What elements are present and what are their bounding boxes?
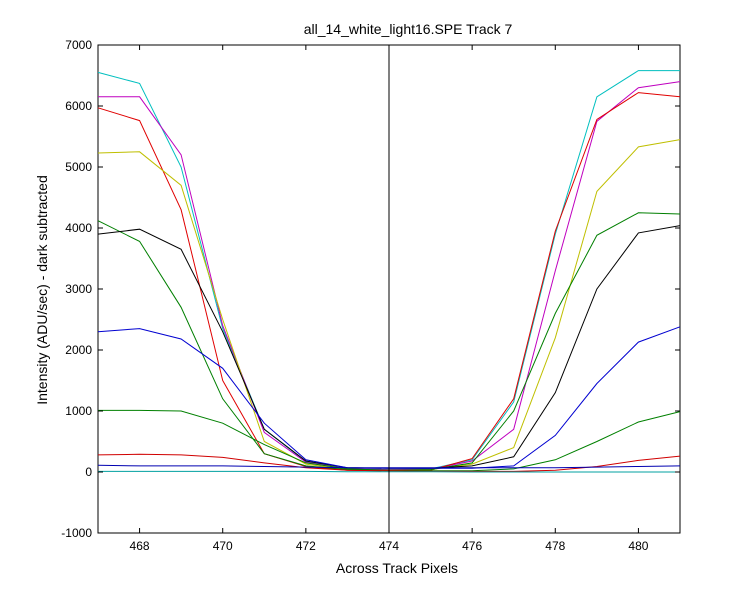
x-tick-label: 468 [130,539,150,553]
x-tick-label: 470 [213,539,233,553]
y-tick-label: 3000 [65,282,92,296]
x-tick-label: 478 [545,539,565,553]
y-tick-label: 1000 [65,404,92,418]
y-tick-label: 7000 [65,38,92,52]
x-tick-label: 480 [628,539,648,553]
y-tick-label: 6000 [65,99,92,113]
x-tick-label: 476 [462,539,482,553]
chart-title: all_14_white_light16.SPE Track 7 [304,21,513,37]
y-tick-label: 0 [85,465,92,479]
x-tick-label: 474 [379,539,399,553]
y-tick-label: 5000 [65,160,92,174]
plot-area: -1000 0 1000 2000 3000 4000 5000 6000 7000 468 470… [61,38,681,553]
y-axis-label: Intensity (ADU/sec) - dark subtracted [34,175,50,405]
x-axis-label: Across Track Pixels [336,560,458,576]
x-tick-label: 472 [296,539,316,553]
y-tick-label: -1000 [61,526,92,540]
y-tick-label: 2000 [65,343,92,357]
y-tick-label: 4000 [65,221,92,235]
